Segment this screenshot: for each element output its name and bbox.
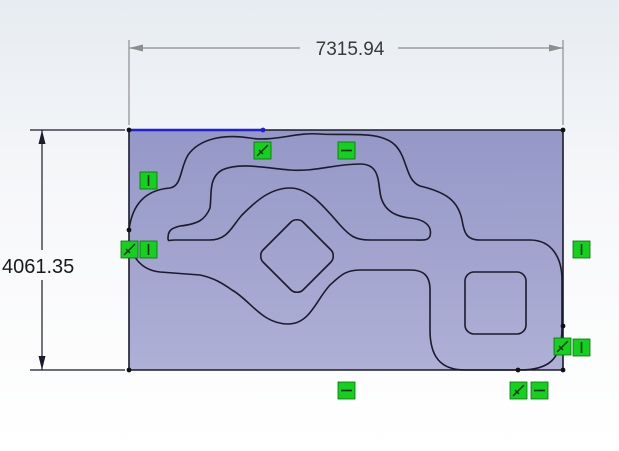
- sketch-point-bottom-right[interactable]: [560, 367, 566, 373]
- coincident-relation-icon: [123, 243, 136, 256]
- coincident-relation-icon: [512, 384, 525, 397]
- relation-coincident-top[interactable]: [253, 141, 272, 160]
- relation-coincident-left[interactable]: [120, 240, 139, 259]
- dimension-width-value[interactable]: 7315.94: [316, 39, 385, 60]
- sketch-rounded-square[interactable]: [464, 271, 527, 335]
- dimension-height-value[interactable]: 4061.35: [2, 256, 74, 278]
- arrow-up-icon: [38, 130, 46, 144]
- relation-vertical-right-lower[interactable]: [572, 338, 591, 357]
- arrow-down-icon: [38, 356, 46, 370]
- sketch-region[interactable]: [129, 130, 563, 370]
- sketch-point-bottom[interactable]: [515, 367, 521, 373]
- relation-horizontal-bottom-right[interactable]: [530, 381, 549, 400]
- dimension-height[interactable]: 4061.35: [2, 129, 125, 371]
- sketch-points: [126, 127, 566, 373]
- relation-vertical-left[interactable]: [139, 240, 158, 259]
- relation-coincident-right[interactable]: [553, 337, 572, 356]
- coincident-relation-icon: [256, 144, 269, 157]
- sketch-diamond[interactable]: [259, 218, 335, 294]
- relation-horizontal-top[interactable]: [337, 141, 356, 160]
- relation-vertical-right[interactable]: [572, 240, 591, 259]
- relation-coincident-bottom[interactable]: [509, 381, 528, 400]
- sketch-point-top-left[interactable]: [126, 127, 132, 133]
- sketch-point-top-right[interactable]: [560, 127, 566, 133]
- sketch-point-left[interactable]: [126, 227, 132, 233]
- sketch-point-right[interactable]: [560, 323, 566, 329]
- coincident-relation-icon: [556, 340, 569, 353]
- sketch-profile-outer[interactable]: [128, 132, 563, 371]
- sketch-point-top-mid[interactable]: [260, 127, 266, 133]
- arrow-left-icon: [129, 44, 143, 52]
- arrow-right-icon: [549, 44, 563, 52]
- relation-vertical-left-upper[interactable]: [139, 171, 158, 190]
- dimension-width[interactable]: 7315.94: [128, 39, 564, 125]
- sketch-point-bottom-left[interactable]: [126, 367, 132, 373]
- sketch-profile-inner-loop[interactable]: [167, 163, 432, 242]
- relation-horizontal-bottom[interactable]: [337, 381, 356, 400]
